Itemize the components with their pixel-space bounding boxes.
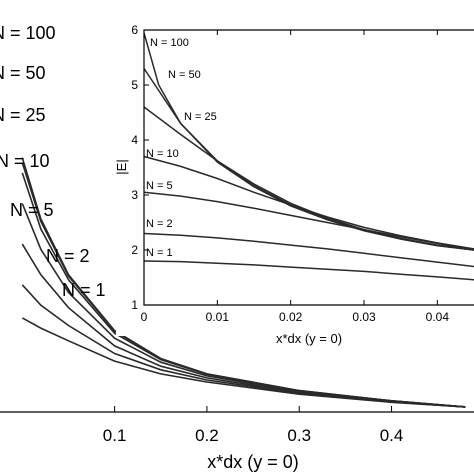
inset-frame [143, 29, 474, 306]
main-x-axis-title: x*dx (y = 0) [207, 452, 299, 472]
inset-chart: 0 0.01 0.02 0.03 0.04 1 2 3 4 5 6 x*dx (y = 0) |E| N… [114, 17, 474, 346]
inset-series-label-n-5: N = 5 [146, 180, 173, 192]
main-x-tick-label: 0.2 [195, 426, 219, 445]
inset-series-label-n-50: N = 50 [168, 69, 201, 81]
main-series-n-1 [21, 317, 466, 408]
main-x-tick-label: 0.3 [287, 426, 311, 445]
inset-x-axis-title: x*dx (y = 0) [276, 331, 342, 346]
main-x-tick-label: 0.1 [103, 426, 127, 445]
inset-series-n-10 [143, 155, 474, 250]
main-series-label-n-10: N = 10 [0, 151, 50, 171]
inset-series-n-2 [143, 232, 474, 268]
main-curves [21, 157, 466, 408]
inset-curves [143, 32, 474, 281]
main-series-label-n-2: N = 2 [46, 246, 90, 266]
inset-y-tick-label: 3 [131, 188, 138, 202]
main-series-label-n-50: N = 50 [0, 63, 46, 83]
main-series-label-n-1: N = 1 [62, 280, 106, 300]
inset-series-n-5 [143, 191, 474, 251]
inset-x-tick-label: 0.04 [426, 310, 450, 324]
inset-y-tick-label: 1 [131, 298, 138, 312]
inset-series-n-1 [143, 260, 474, 281]
inset-axes: 0 0.01 0.02 0.03 0.04 1 2 3 4 5 6 x*dx (y = 0) |E| [114, 23, 474, 346]
inset-series-label-n-100: N = 100 [150, 37, 189, 49]
inset-series-label-n-10: N = 10 [146, 148, 179, 160]
inset-x-tick-label: 0.03 [352, 310, 376, 324]
inset-labels: N = 100 N = 50 N = 25 N = 10 N = 5 N = 2 N = 1 [146, 37, 217, 259]
inset-y-tick-label: 6 [131, 23, 138, 37]
inset-series-label-n-2: N = 2 [146, 218, 173, 230]
inset-series-n-25 [143, 106, 474, 251]
main-series-label-n-5: N = 5 [10, 200, 54, 220]
inset-background [116, 17, 474, 336]
main-series-label-n-100: N = 100 [0, 23, 56, 43]
inset-series-label-n-1: N = 1 [146, 247, 173, 259]
main-labels: N = 100 N = 50 N = 25 N = 10 N = 5 N = 2 N = 1 [0, 23, 106, 300]
inset-y-tick-label: 2 [131, 243, 138, 257]
inset-y-axis-title: |E| [114, 159, 129, 174]
inset-x-tick-label: 0.02 [279, 310, 303, 324]
inset-y-tick-label: 5 [131, 78, 138, 92]
main-axes: 0.1 0.2 0.3 0.4 x*dx (y = 0) [0, 406, 474, 472]
inset-x-tick-label: 0 [141, 310, 148, 324]
inset-series-label-n-25: N = 25 [184, 111, 217, 123]
inset-x-tick-label: 0.01 [206, 310, 230, 324]
main-x-tick-label: 0.4 [380, 426, 404, 445]
inset-y-tick-label: 4 [131, 133, 138, 147]
main-series-label-n-25: N = 25 [0, 105, 46, 125]
